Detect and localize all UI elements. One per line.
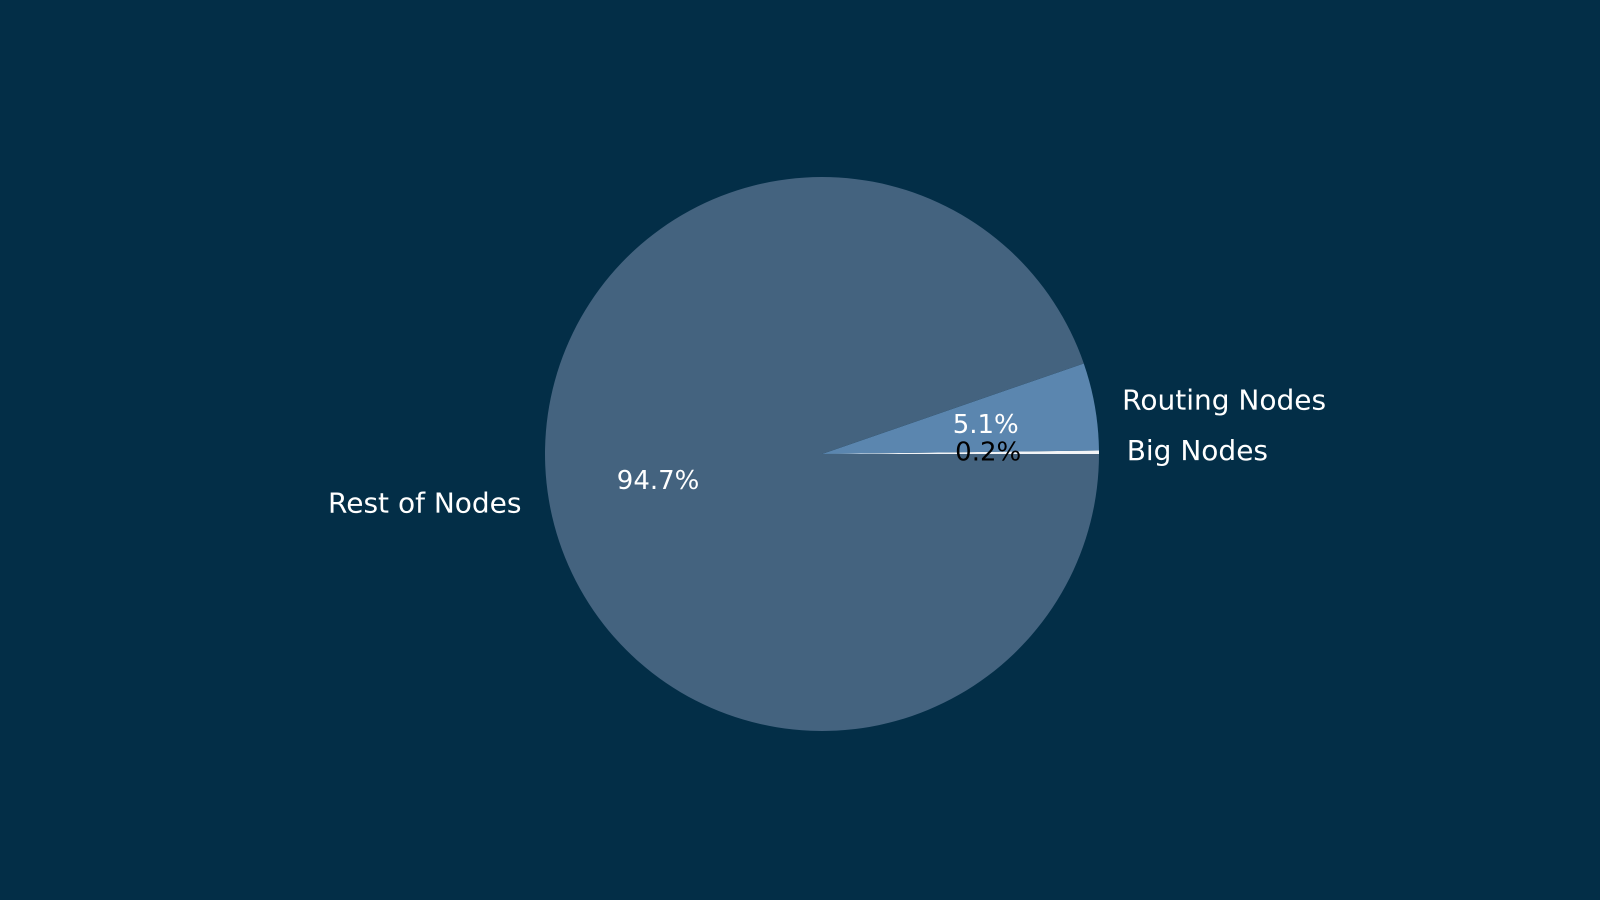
pie-slices <box>544 176 1099 731</box>
slice-label-rest-of-nodes: Rest of Nodes <box>328 486 521 519</box>
slice-label-routing-nodes: Routing Nodes <box>1122 384 1326 417</box>
slice-percent-rest-of-nodes: 94.7% <box>617 466 700 496</box>
slice-percent-routing-nodes: 5.1% <box>953 410 1019 440</box>
pie-slice-routing-nodes <box>822 363 1099 454</box>
pie-slice-big-nodes <box>822 450 1099 454</box>
pie-slice-rest-of-nodes <box>544 176 1099 731</box>
pie-labels: Big Nodes 0.2% Routing Nodes 5.1% Rest of No… <box>328 384 1326 520</box>
slice-label-big-nodes: Big Nodes <box>1127 434 1268 467</box>
slice-percent-big-nodes: 0.2% <box>955 437 1021 467</box>
